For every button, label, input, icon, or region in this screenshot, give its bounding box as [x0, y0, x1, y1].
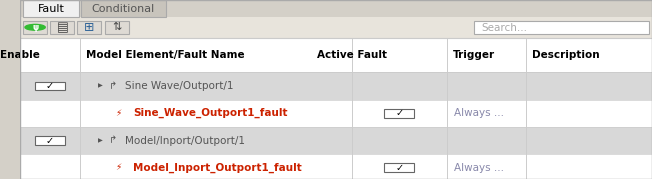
Text: ⊞: ⊞ — [84, 21, 95, 34]
Text: Sine_Wave_Outport1_fault: Sine_Wave_Outport1_fault — [133, 108, 288, 118]
Text: Description: Description — [532, 50, 600, 60]
Text: Conditional: Conditional — [92, 4, 155, 13]
Text: ▶: ▶ — [98, 84, 102, 89]
Bar — [104, 21, 128, 34]
Text: Model Element/Fault Name: Model Element/Fault Name — [86, 50, 245, 60]
Text: Trigger: Trigger — [453, 50, 495, 60]
Text: Model/Inport/Outport/1: Model/Inport/Outport/1 — [125, 136, 246, 146]
Text: ⚡: ⚡ — [115, 109, 122, 118]
Bar — [23, 0, 79, 17]
Bar — [384, 163, 414, 172]
Bar — [20, 17, 652, 38]
Text: ↱: ↱ — [109, 136, 117, 146]
Bar — [78, 21, 102, 34]
Text: Active Fault: Active Fault — [317, 50, 387, 60]
Bar — [50, 21, 74, 34]
Bar — [23, 21, 47, 34]
Bar — [20, 127, 652, 154]
Text: ⚡: ⚡ — [115, 163, 122, 172]
Bar — [35, 82, 65, 90]
Circle shape — [25, 24, 45, 30]
Bar — [20, 154, 652, 179]
Bar — [20, 72, 652, 100]
Text: Search...: Search... — [481, 23, 527, 33]
Text: ▤: ▤ — [57, 21, 68, 34]
Bar — [20, 38, 652, 72]
Text: ✓: ✓ — [395, 163, 403, 173]
Text: Always ...: Always ... — [454, 163, 504, 173]
Text: ⇅: ⇅ — [112, 22, 121, 32]
Text: Always ...: Always ... — [454, 108, 504, 118]
Bar — [20, 38, 652, 179]
Bar — [474, 21, 649, 34]
Text: ↱: ↱ — [109, 81, 117, 91]
Bar — [20, 100, 652, 127]
Text: ✓: ✓ — [46, 136, 54, 146]
Text: ▶: ▶ — [98, 138, 102, 143]
Bar — [81, 0, 166, 17]
Text: Model_Inport_Outport1_fault: Model_Inport_Outport1_fault — [133, 163, 302, 173]
Text: ✓: ✓ — [46, 81, 54, 91]
Bar — [384, 109, 414, 118]
Text: ψ: ψ — [32, 23, 38, 32]
Text: Enable: Enable — [0, 50, 40, 60]
Text: ✓: ✓ — [395, 108, 403, 118]
Text: Fault: Fault — [37, 4, 65, 13]
Bar — [35, 136, 65, 145]
Text: Sine Wave/Outport/1: Sine Wave/Outport/1 — [125, 81, 234, 91]
Bar — [20, 0, 652, 17]
